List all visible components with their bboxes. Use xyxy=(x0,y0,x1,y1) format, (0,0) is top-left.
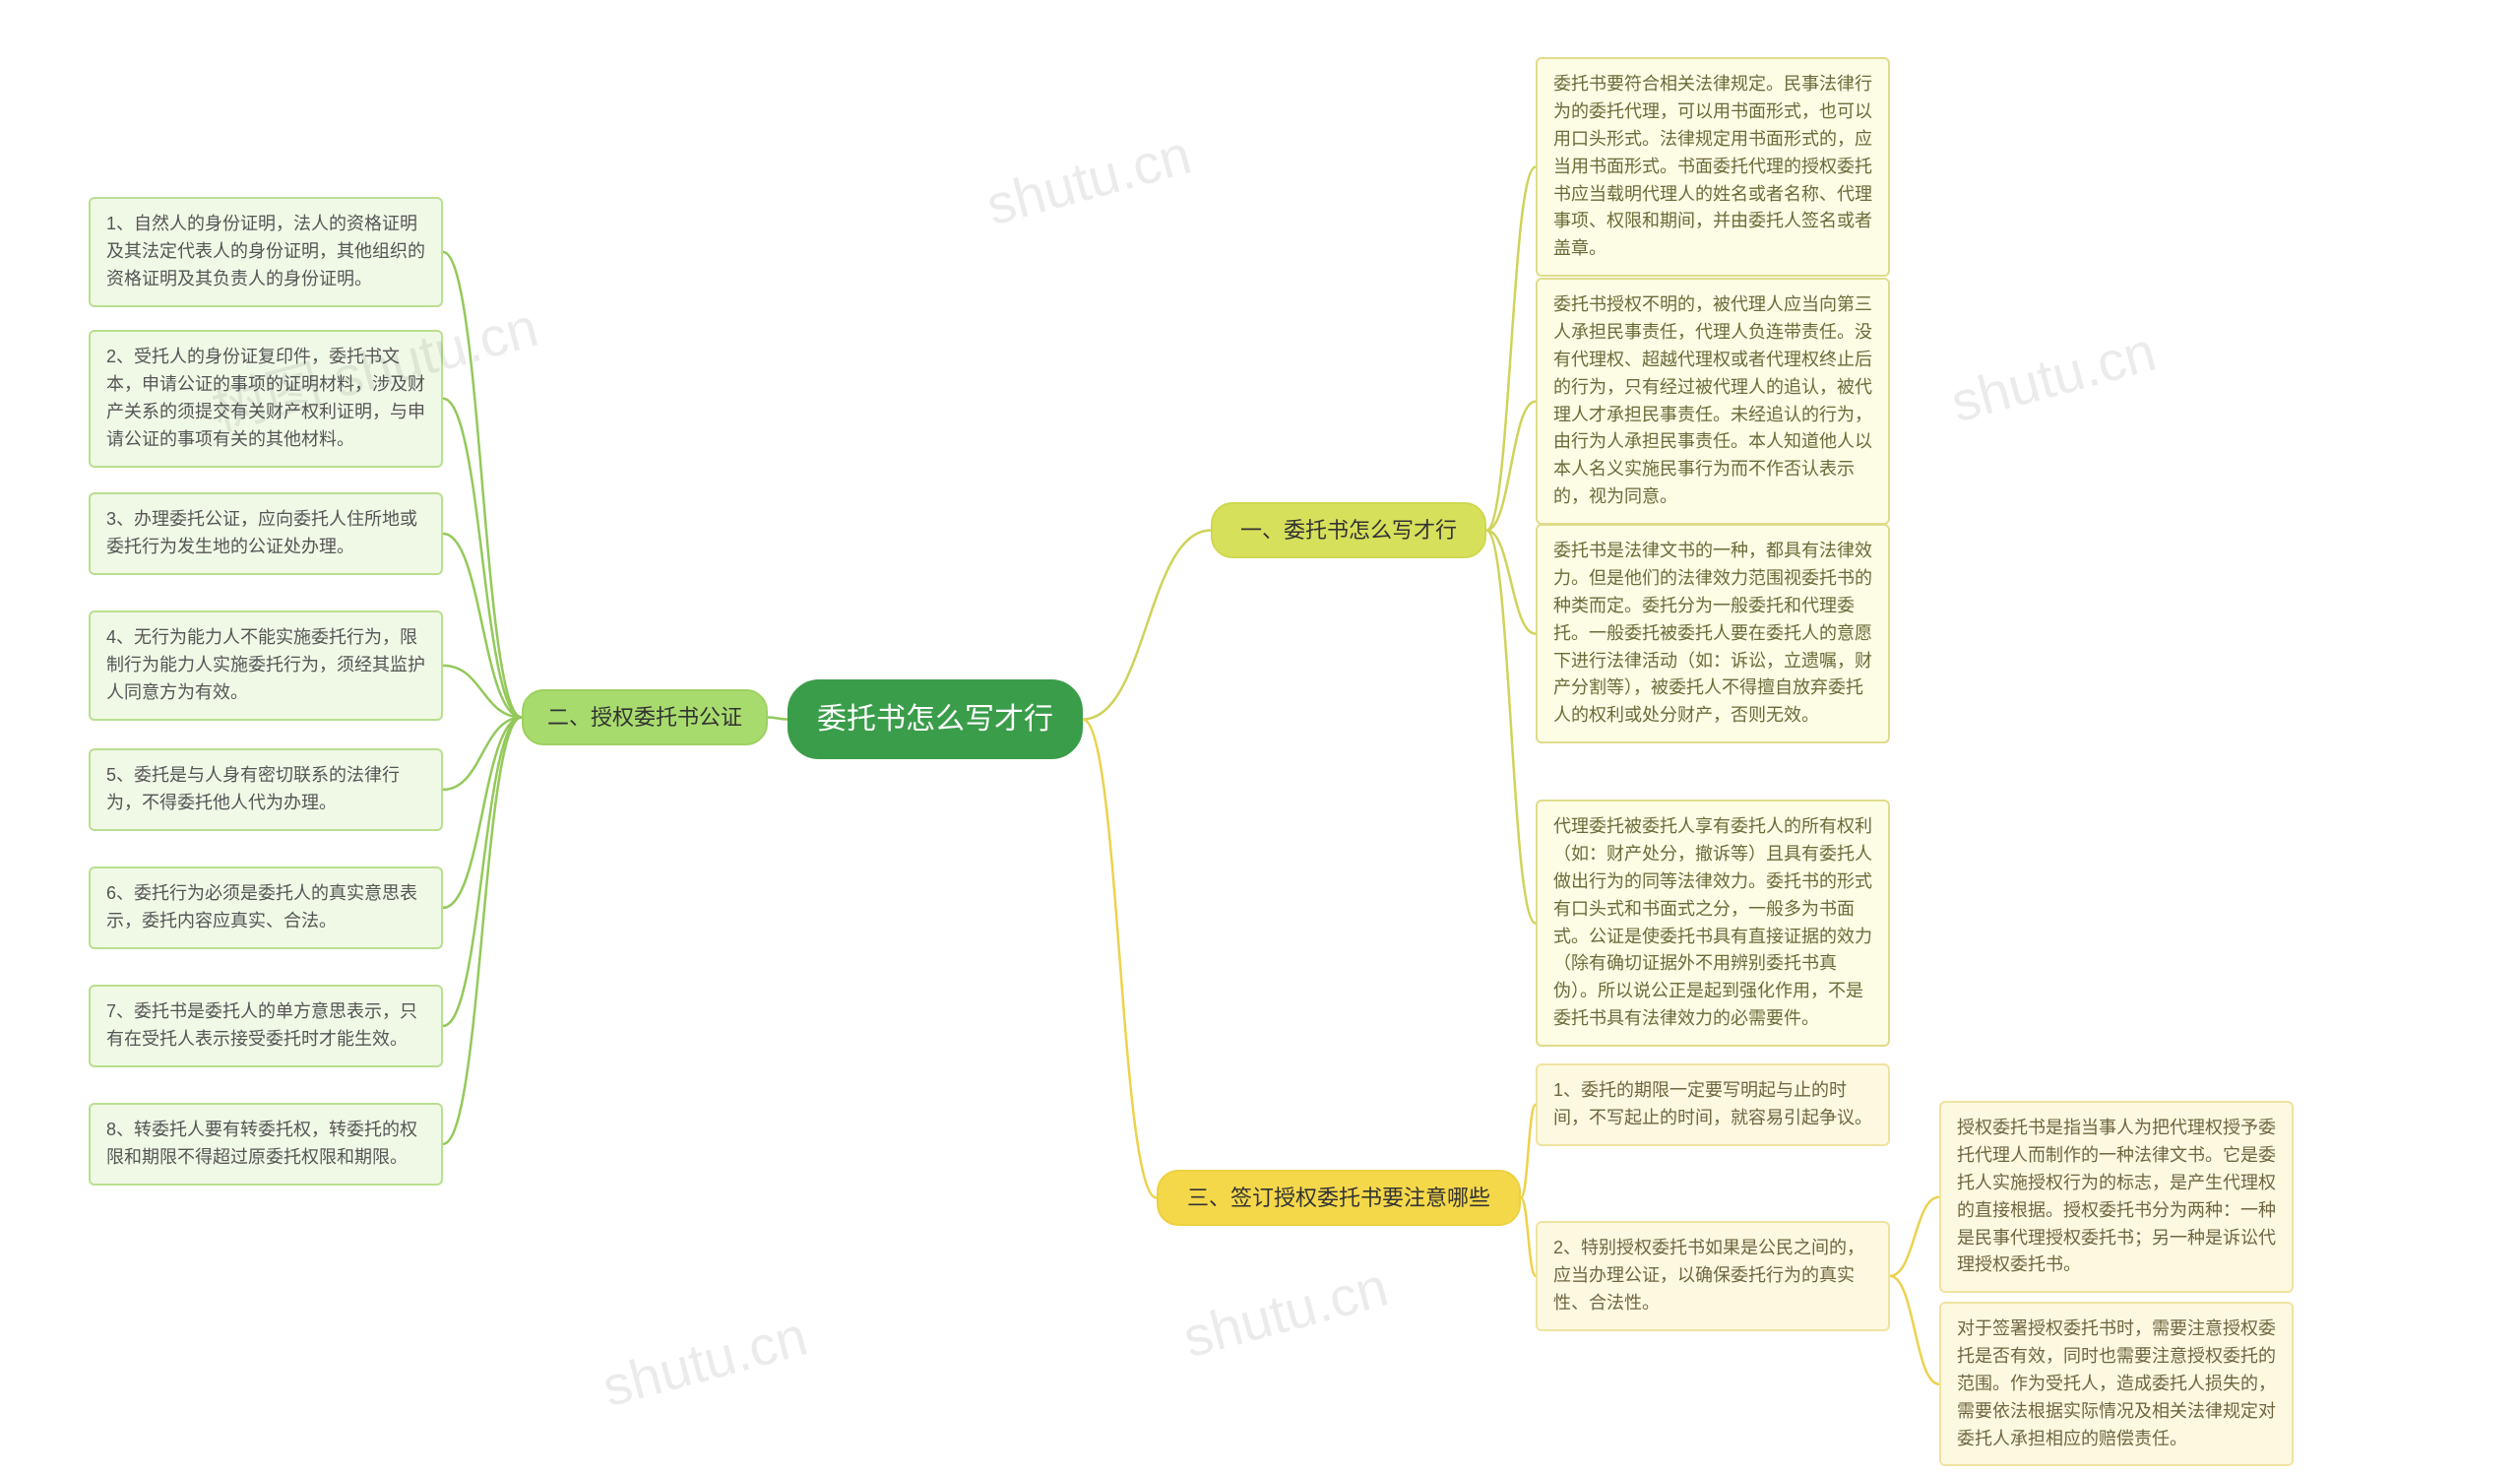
leaf-b3-2b: 对于签署授权委托书时，需要注意授权委托是否有效，同时也需要注意授权委托的范围。作… xyxy=(1939,1302,2294,1466)
leaf-text: 7、委托书是委托人的单方意思表示，只有在受托人表示接受委托时才能生效。 xyxy=(106,1001,417,1049)
leaf-b3-2a: 授权委托书是指当事人为把代理权授予委托代理人而制作的一种法律文书。它是委托人实施… xyxy=(1939,1101,2294,1293)
leaf-b2-1: 1、自然人的身份证明，法人的资格证明及其法定代表人的身份证明，其他组织的资格证明… xyxy=(89,197,443,307)
leaf-text: 1、委托的期限一定要写明起与止的时间，不写起止的时间，就容易引起争议。 xyxy=(1553,1080,1872,1127)
branch-1-label: 一、委托书怎么写才行 xyxy=(1240,518,1457,543)
leaf-b1-4: 代理委托被委托人享有委托人的所有权利（如：财产处分，撤诉等）且具有委托人做出行为… xyxy=(1536,800,1890,1047)
leaf-b2-6: 6、委托行为必须是委托人的真实意思表示，委托内容应真实、合法。 xyxy=(89,866,443,949)
watermark: shutu.cn xyxy=(1176,1254,1394,1371)
leaf-text: 5、委托是与人身有密切联系的法律行为，不得委托他人代为办理。 xyxy=(106,765,400,812)
leaf-text: 对于签署授权委托书时，需要注意授权委托是否有效，同时也需要注意授权委托的范围。作… xyxy=(1957,1318,2276,1448)
leaf-b2-5: 5、委托是与人身有密切联系的法律行为，不得委托他人代为办理。 xyxy=(89,748,443,831)
leaf-text: 4、无行为能力人不能实施委托行为，限制行为能力人实施委托行为，须经其监护人同意方… xyxy=(106,627,425,702)
leaf-b2-2: 2、受托人的身份证复印件，委托书文本，申请公证的事项的证明材料，涉及财产关系的须… xyxy=(89,330,443,468)
leaf-text: 3、办理委托公证，应向委托人住所地或委托行为发生地的公证处办理。 xyxy=(106,509,417,556)
leaf-text: 8、转委托人要有转委托权，转委托的权限和期限不得超过原委托权限和期限。 xyxy=(106,1120,417,1167)
leaf-b2-8: 8、转委托人要有转委托权，转委托的权限和期限不得超过原委托权限和期限。 xyxy=(89,1103,443,1186)
leaf-b1-3: 委托书是法律文书的一种，都具有法律效力。但是他们的法律效力范围视委托书的种类而定… xyxy=(1536,524,1890,743)
leaf-text: 代理委托被委托人享有委托人的所有权利（如：财产处分，撤诉等）且具有委托人做出行为… xyxy=(1553,816,1872,1028)
leaf-b2-3: 3、办理委托公证，应向委托人住所地或委托行为发生地的公证处办理。 xyxy=(89,492,443,575)
leaf-b2-4: 4、无行为能力人不能实施委托行为，限制行为能力人实施委托行为，须经其监护人同意方… xyxy=(89,610,443,721)
leaf-text: 2、受托人的身份证复印件，委托书文本，申请公证的事项的证明材料，涉及财产关系的须… xyxy=(106,347,425,449)
leaf-b3-2: 2、特别授权委托书如果是公民之间的，应当办理公证，以确保委托行为的真实性、合法性… xyxy=(1536,1221,1890,1331)
watermark: shutu.cn xyxy=(596,1304,813,1420)
leaf-b2-7: 7、委托书是委托人的单方意思表示，只有在受托人表示接受委托时才能生效。 xyxy=(89,985,443,1067)
branch-1[interactable]: 一、委托书怎么写才行 xyxy=(1211,502,1486,558)
leaf-text: 委托书要符合相关法律规定。民事法律行为的委托代理，可以用书面形式，也可以用口头形… xyxy=(1553,74,1872,258)
leaf-text: 2、特别授权委托书如果是公民之间的，应当办理公证，以确保委托行为的真实性、合法性… xyxy=(1553,1238,1864,1313)
leaf-b1-1: 委托书要符合相关法律规定。民事法律行为的委托代理，可以用书面形式，也可以用口头形… xyxy=(1536,57,1890,277)
leaf-text: 1、自然人的身份证明，法人的资格证明及其法定代表人的身份证明，其他组织的资格证明… xyxy=(106,214,425,289)
branch-2[interactable]: 二、授权委托书公证 xyxy=(522,689,768,745)
branch-3[interactable]: 三、签订授权委托书要注意哪些 xyxy=(1157,1170,1521,1226)
branch-3-label: 三、签订授权委托书要注意哪些 xyxy=(1187,1186,1490,1210)
leaf-b3-1: 1、委托的期限一定要写明起与止的时间，不写起止的时间，就容易引起争议。 xyxy=(1536,1063,1890,1146)
root-node[interactable]: 委托书怎么写才行 xyxy=(788,679,1083,759)
watermark: shutu.cn xyxy=(979,122,1197,238)
leaf-b1-2: 委托书授权不明的，被代理人应当向第三人承担民事责任，代理人负连带责任。没有代理权… xyxy=(1536,278,1890,525)
watermark: shutu.cn xyxy=(1944,319,2162,435)
leaf-text: 委托书授权不明的，被代理人应当向第三人承担民事责任，代理人负连带责任。没有代理权… xyxy=(1553,294,1872,506)
root-label: 委托书怎么写才行 xyxy=(817,703,1053,736)
leaf-text: 授权委托书是指当事人为把代理权授予委托代理人而制作的一种法律文书。它是委托人实施… xyxy=(1957,1118,2276,1274)
leaf-text: 委托书是法律文书的一种，都具有法律效力。但是他们的法律效力范围视委托书的种类而定… xyxy=(1553,541,1872,725)
leaf-text: 6、委托行为必须是委托人的真实意思表示，委托内容应真实、合法。 xyxy=(106,883,417,931)
branch-2-label: 二、授权委托书公证 xyxy=(547,705,742,730)
